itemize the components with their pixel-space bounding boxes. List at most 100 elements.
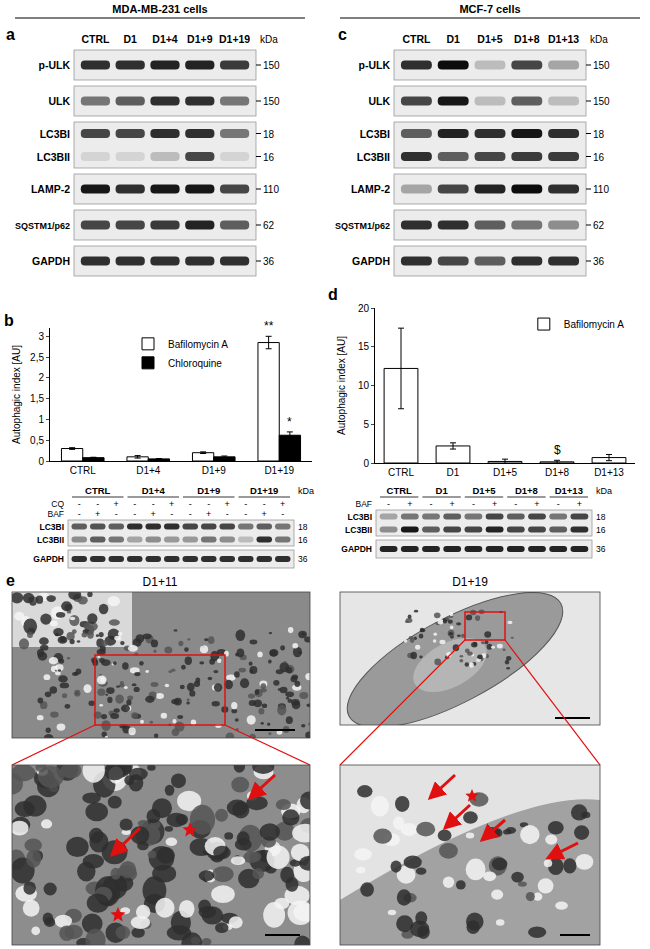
svg-text:D1: D1 [447,467,460,478]
svg-text:-: - [189,499,192,509]
svg-text:D1: D1 [123,33,137,45]
svg-text:-: - [152,499,155,509]
svg-text:MCF-7 cells: MCF-7 cells [459,3,520,15]
svg-text:16: 16 [263,152,275,163]
svg-text:SQSTM1/p62: SQSTM1/p62 [335,221,390,231]
svg-text:36: 36 [596,544,606,554]
svg-text:CTRL: CTRL [387,485,413,496]
svg-text:-: - [207,499,210,509]
svg-text:kDa: kDa [590,34,608,45]
svg-text:+: + [492,499,497,509]
svg-text:kDa: kDa [260,34,278,45]
svg-text:36: 36 [593,256,605,267]
svg-text:15: 15 [358,341,370,352]
svg-text:LC3BI: LC3BI [39,522,64,532]
svg-text:D1+13: D1+13 [594,467,624,478]
svg-text:LC3BI: LC3BI [360,128,390,140]
svg-text:d: d [328,286,338,303]
svg-text:GAPDH: GAPDH [33,554,64,564]
svg-text:-: - [557,499,560,509]
svg-text:Autophagic index [AU]: Autophagic index [AU] [336,336,347,435]
svg-text:150: 150 [263,60,280,71]
svg-text:ULK: ULK [48,95,70,107]
svg-text:16: 16 [593,152,605,163]
svg-text:D1+9: D1+9 [202,465,227,476]
svg-text:+: + [407,499,412,509]
svg-text:1: 1 [38,414,44,425]
svg-text:GAPDH: GAPDH [352,255,390,267]
svg-text:16: 16 [298,535,308,545]
svg-text:D1+4: D1+4 [152,33,178,45]
svg-text:D1+9: D1+9 [197,485,220,496]
svg-text:5: 5 [363,419,369,430]
svg-text:-: - [78,509,81,519]
svg-text:-: - [244,499,247,509]
svg-text:-: - [472,499,475,509]
svg-text:D1+8: D1+8 [514,33,540,45]
svg-text:GAPDH: GAPDH [341,544,372,554]
svg-text:2,5: 2,5 [30,352,44,363]
svg-text:+: + [262,509,267,519]
svg-text:MDA-MB-231 cells: MDA-MB-231 cells [112,3,207,15]
svg-text:LC3BI: LC3BI [347,512,372,522]
svg-text:kDa: kDa [596,486,612,496]
svg-text:Autophagic index [AU]: Autophagic index [AU] [11,345,22,444]
svg-text:e: e [6,572,15,589]
svg-text:D1+19: D1+19 [219,33,250,45]
svg-text:-: - [263,499,266,509]
svg-text:D1+4: D1+4 [136,465,161,476]
svg-text:-: - [133,499,136,509]
svg-text:LAMP-2: LAMP-2 [31,183,70,195]
svg-text:+: + [169,499,174,509]
svg-text:LC3BII: LC3BII [357,151,390,163]
svg-text:-: - [133,509,136,519]
svg-text:BAF: BAF [355,499,372,509]
svg-text:-: - [170,509,173,519]
svg-text:18: 18 [596,512,606,522]
svg-text:D1: D1 [446,33,460,45]
svg-text:+: + [534,499,539,509]
svg-text:+: + [225,499,230,509]
svg-text:D1: D1 [436,485,449,496]
svg-text:36: 36 [263,256,275,267]
svg-text:LC3BII: LC3BII [37,535,64,545]
svg-text:-: - [244,509,247,519]
svg-text:D1+8: D1+8 [515,485,538,496]
svg-text:Chloroquine: Chloroquine [168,358,222,369]
svg-text:18: 18 [593,129,605,140]
svg-text:LC3BI: LC3BI [40,128,70,140]
svg-text:a: a [6,26,15,43]
svg-text:+: + [450,499,455,509]
svg-text:0: 0 [363,458,369,469]
svg-text:-: - [115,509,118,519]
svg-text:kDa: kDa [298,486,314,496]
svg-text:18: 18 [263,129,275,140]
svg-text:+: + [114,499,119,509]
svg-text:CTRL: CTRL [85,485,111,496]
svg-text:D1+5: D1+5 [493,467,518,478]
svg-text:BAF: BAF [47,509,64,519]
svg-text:0: 0 [38,456,44,467]
svg-text:ULK: ULK [368,95,390,107]
svg-text:36: 36 [298,554,308,564]
svg-text:D1+9: D1+9 [187,33,213,45]
svg-text:+: + [280,499,285,509]
svg-text:1,5: 1,5 [30,393,44,404]
svg-text:62: 62 [263,220,275,231]
svg-text:10: 10 [358,380,370,391]
svg-text:p-ULK: p-ULK [359,59,391,71]
svg-text:-: - [78,499,81,509]
svg-text:CTRL: CTRL [70,465,97,476]
svg-text:20: 20 [358,303,370,314]
svg-text:3: 3 [38,331,44,342]
svg-text:150: 150 [593,60,610,71]
svg-text:*: * [287,415,292,429]
svg-text:p-ULK: p-ULK [39,59,71,71]
svg-text:CTRL: CTRL [402,33,431,45]
svg-text:110: 110 [263,184,279,195]
svg-text:62: 62 [593,220,605,231]
svg-text:-: - [387,499,390,509]
svg-text:D1+19: D1+19 [452,575,488,589]
svg-text:-: - [514,499,517,509]
svg-text:18: 18 [298,522,308,532]
